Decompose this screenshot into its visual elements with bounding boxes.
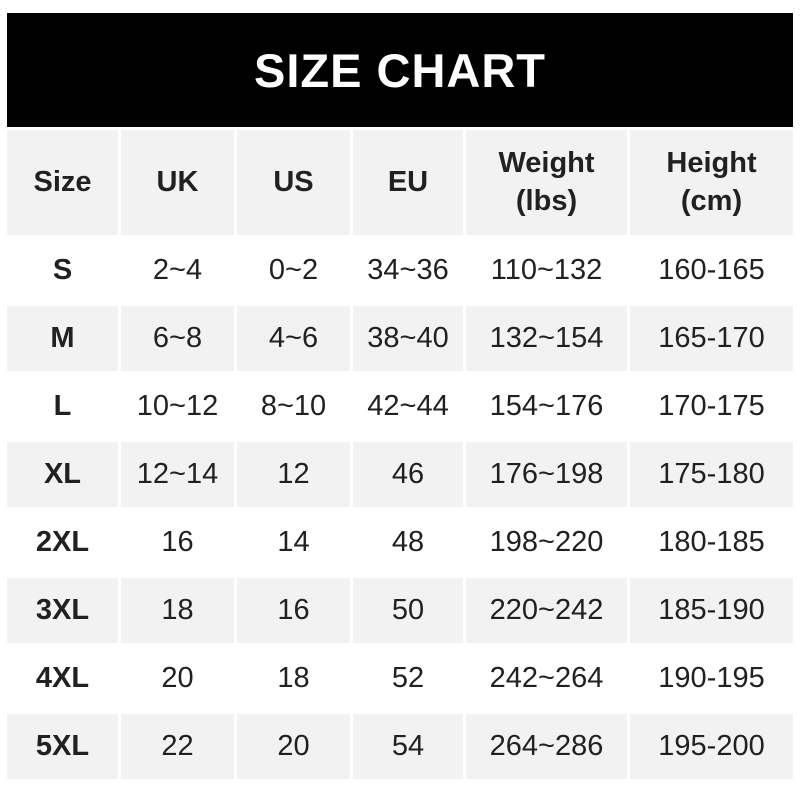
table-row-m: M 6~8 4~6 38~40 132~154 165-170 xyxy=(7,306,793,371)
eu-cell: 34~36 xyxy=(353,238,463,303)
weight-cell: 220~242 xyxy=(466,578,627,643)
eu-cell: 52 xyxy=(353,646,463,711)
height-cell: 190-195 xyxy=(630,646,793,711)
table-row-3xl: 3XL 18 16 50 220~242 185-190 xyxy=(7,578,793,643)
height-cell: 170-175 xyxy=(630,374,793,439)
size-cell: 2XL xyxy=(7,510,118,575)
eu-cell: 46 xyxy=(353,442,463,507)
us-cell: 18 xyxy=(237,646,350,711)
table-row-l: L 10~12 8~10 42~44 154~176 170-175 xyxy=(7,374,793,439)
us-cell: 12 xyxy=(237,442,350,507)
eu-cell: 42~44 xyxy=(353,374,463,439)
eu-cell: 48 xyxy=(353,510,463,575)
uk-cell: 16 xyxy=(121,510,234,575)
size-cell: 4XL xyxy=(7,646,118,711)
uk-cell: 10~12 xyxy=(121,374,234,439)
height-cell: 195-200 xyxy=(630,714,793,779)
us-cell: 14 xyxy=(237,510,350,575)
page-title: SIZE CHART xyxy=(254,43,546,97)
weight-cell: 154~176 xyxy=(466,374,627,439)
table-row-xl: XL 12~14 12 46 176~198 175-180 xyxy=(7,442,793,507)
table-row-s: S 2~4 0~2 34~36 110~132 160-165 xyxy=(7,238,793,303)
column-header-eu: EU xyxy=(353,130,463,235)
column-header-size: Size xyxy=(7,130,118,235)
table-row-2xl: 2XL 16 14 48 198~220 180-185 xyxy=(7,510,793,575)
weight-cell: 198~220 xyxy=(466,510,627,575)
column-header-us: US xyxy=(237,130,350,235)
uk-cell: 18 xyxy=(121,578,234,643)
eu-cell: 38~40 xyxy=(353,306,463,371)
uk-cell: 6~8 xyxy=(121,306,234,371)
height-cell: 175-180 xyxy=(630,442,793,507)
title-banner: SIZE CHART xyxy=(7,13,793,127)
table-row-5xl: 5XL 22 20 54 264~286 195-200 xyxy=(7,714,793,779)
us-cell: 16 xyxy=(237,578,350,643)
column-header-weight: Weight (lbs) xyxy=(466,130,627,235)
height-cell: 180-185 xyxy=(630,510,793,575)
eu-cell: 50 xyxy=(353,578,463,643)
weight-cell: 110~132 xyxy=(466,238,627,303)
height-cell: 160-165 xyxy=(630,238,793,303)
weight-cell: 264~286 xyxy=(466,714,627,779)
height-cell: 185-190 xyxy=(630,578,793,643)
table-row-4xl: 4XL 20 18 52 242~264 190-195 xyxy=(7,646,793,711)
size-cell: 5XL xyxy=(7,714,118,779)
eu-cell: 54 xyxy=(353,714,463,779)
size-cell: L xyxy=(7,374,118,439)
size-chart-table: Size UK US EU Weight (lbs) Height (cm) S… xyxy=(4,127,796,782)
uk-cell: 22 xyxy=(121,714,234,779)
uk-cell: 2~4 xyxy=(121,238,234,303)
column-header-height: Height (cm) xyxy=(630,130,793,235)
us-cell: 8~10 xyxy=(237,374,350,439)
size-cell: XL xyxy=(7,442,118,507)
weight-cell: 132~154 xyxy=(466,306,627,371)
size-cell: 3XL xyxy=(7,578,118,643)
size-cell: S xyxy=(7,238,118,303)
uk-cell: 12~14 xyxy=(121,442,234,507)
height-cell: 165-170 xyxy=(630,306,793,371)
header-row: Size UK US EU Weight (lbs) Height (cm) xyxy=(7,130,793,235)
uk-cell: 20 xyxy=(121,646,234,711)
us-cell: 0~2 xyxy=(237,238,350,303)
weight-cell: 176~198 xyxy=(466,442,627,507)
size-cell: M xyxy=(7,306,118,371)
column-header-uk: UK xyxy=(121,130,234,235)
us-cell: 4~6 xyxy=(237,306,350,371)
us-cell: 20 xyxy=(237,714,350,779)
weight-cell: 242~264 xyxy=(466,646,627,711)
